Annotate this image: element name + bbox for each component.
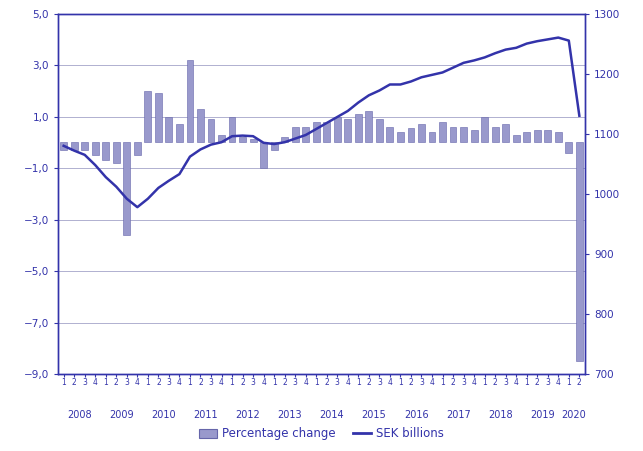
Bar bbox=[345, 119, 351, 143]
Bar bbox=[81, 143, 88, 150]
Text: 2010: 2010 bbox=[151, 410, 176, 420]
Bar bbox=[239, 137, 246, 143]
Text: 2020: 2020 bbox=[562, 410, 586, 420]
Bar bbox=[481, 117, 488, 143]
Bar bbox=[471, 129, 478, 143]
Bar bbox=[60, 143, 67, 150]
Bar bbox=[545, 129, 551, 143]
Bar bbox=[176, 124, 183, 143]
Bar bbox=[312, 122, 320, 143]
Bar bbox=[208, 119, 214, 143]
Bar bbox=[260, 143, 267, 168]
Bar bbox=[229, 117, 235, 143]
Bar bbox=[134, 143, 141, 155]
Bar bbox=[523, 132, 530, 143]
Bar bbox=[92, 143, 98, 155]
Text: 2012: 2012 bbox=[235, 410, 260, 420]
Bar bbox=[418, 124, 425, 143]
Bar bbox=[292, 127, 298, 143]
Bar bbox=[386, 127, 394, 143]
Bar bbox=[323, 122, 331, 143]
Bar bbox=[102, 143, 109, 161]
Bar bbox=[429, 132, 435, 143]
Bar bbox=[365, 111, 372, 143]
Text: 2018: 2018 bbox=[488, 410, 512, 420]
Bar bbox=[502, 124, 509, 143]
Bar bbox=[71, 143, 78, 150]
Bar bbox=[439, 122, 446, 143]
Bar bbox=[271, 143, 278, 150]
Bar bbox=[576, 143, 583, 361]
Text: 2014: 2014 bbox=[320, 410, 345, 420]
Text: 2016: 2016 bbox=[404, 410, 428, 420]
Text: 2013: 2013 bbox=[278, 410, 302, 420]
Bar bbox=[460, 127, 467, 143]
Bar bbox=[565, 143, 572, 153]
Bar bbox=[376, 119, 383, 143]
Bar bbox=[355, 114, 362, 143]
Text: 2019: 2019 bbox=[530, 410, 555, 420]
Bar bbox=[197, 109, 204, 143]
Bar bbox=[397, 132, 404, 143]
Bar bbox=[492, 127, 498, 143]
Bar bbox=[534, 129, 541, 143]
Bar bbox=[218, 135, 225, 143]
Bar bbox=[155, 93, 162, 143]
Text: 2008: 2008 bbox=[67, 410, 92, 420]
Bar bbox=[408, 128, 414, 143]
Text: 2009: 2009 bbox=[109, 410, 134, 420]
Bar bbox=[113, 143, 120, 163]
Bar bbox=[449, 127, 457, 143]
Bar bbox=[165, 117, 172, 143]
Text: 2011: 2011 bbox=[194, 410, 218, 420]
Bar bbox=[123, 143, 131, 235]
Bar bbox=[512, 135, 520, 143]
Text: 2017: 2017 bbox=[446, 410, 471, 420]
Bar bbox=[281, 137, 288, 143]
Bar bbox=[302, 127, 309, 143]
Bar bbox=[334, 117, 341, 143]
Bar bbox=[555, 132, 562, 143]
Text: 2015: 2015 bbox=[362, 410, 386, 420]
Bar bbox=[186, 60, 194, 143]
Legend: Percentage change, SEK billions: Percentage change, SEK billions bbox=[195, 423, 448, 445]
Bar bbox=[249, 138, 257, 143]
Bar bbox=[145, 91, 151, 143]
